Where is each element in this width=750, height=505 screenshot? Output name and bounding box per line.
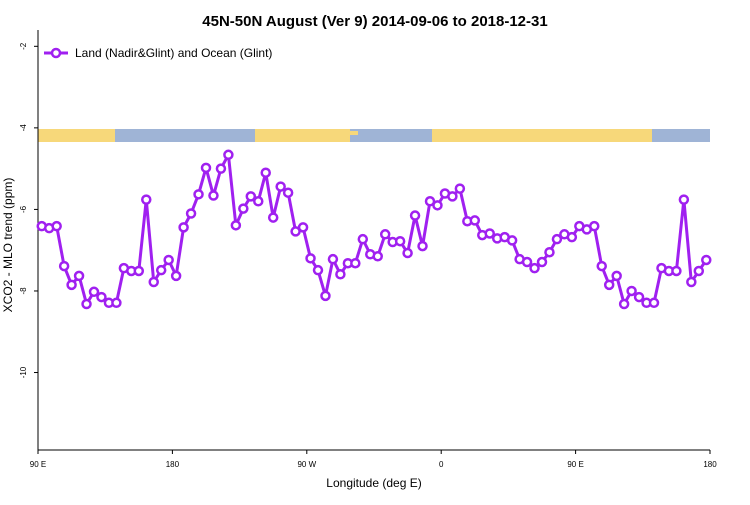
- data-point: [506, 235, 518, 246]
- data-point: [253, 196, 264, 207]
- data-point: [215, 163, 227, 174]
- data-point: [73, 270, 85, 282]
- legend-label: Land (Nadir&Glint) and Ocean (Glint): [75, 46, 272, 60]
- data-point: [267, 212, 279, 223]
- y-tick-label: -8: [19, 287, 28, 295]
- data-point: [484, 228, 495, 239]
- y-tick-label: -2: [19, 42, 28, 50]
- x-tick-label: 90 W: [297, 460, 316, 469]
- data-point: [111, 297, 122, 309]
- data-point: [275, 181, 286, 192]
- data-point: [678, 194, 690, 205]
- data-point: [447, 191, 458, 202]
- y-tick-label: -6: [19, 205, 28, 213]
- data-point: [163, 254, 174, 266]
- data-point: [88, 286, 100, 298]
- data-point: [603, 279, 615, 291]
- data-point: [327, 253, 339, 265]
- legend-marker: [50, 47, 62, 59]
- data-point: [238, 203, 249, 214]
- data-point: [141, 194, 152, 205]
- data-point: [148, 276, 159, 288]
- data-point: [686, 276, 697, 288]
- data-point: [335, 269, 346, 280]
- data-point: [170, 270, 182, 282]
- data-point: [320, 290, 331, 302]
- data-point: [611, 270, 622, 282]
- data-point: [208, 190, 219, 201]
- data-point: [521, 256, 533, 268]
- data-point: [58, 260, 70, 272]
- data-point: [193, 189, 204, 200]
- data-point: [200, 162, 212, 174]
- data-point: [305, 253, 316, 264]
- data-point: [290, 226, 301, 237]
- data-point: [409, 210, 421, 221]
- data-point: [626, 285, 637, 297]
- data-point: [357, 233, 369, 245]
- data-point: [633, 291, 645, 303]
- data-point: [701, 254, 712, 266]
- data-point: [51, 220, 62, 232]
- data-point: [155, 264, 167, 276]
- data-point: [96, 291, 107, 303]
- data-point: [350, 257, 361, 269]
- x-tick-label: 0: [439, 460, 444, 469]
- data-point: [529, 262, 540, 274]
- data-point: [185, 208, 197, 219]
- data-point: [312, 264, 324, 276]
- data-point: [536, 256, 548, 268]
- data-point: [245, 191, 257, 202]
- x-axis-label: Longitude (deg E): [326, 476, 421, 490]
- data-point: [297, 222, 309, 233]
- x-tick-label: 180: [703, 460, 717, 469]
- data-point: [66, 279, 77, 291]
- data-point: [618, 298, 630, 310]
- x-tick-label: 180: [166, 460, 180, 469]
- data-point: [693, 265, 705, 277]
- data-point: [260, 167, 271, 178]
- data-point: [223, 149, 234, 161]
- chart-title: 45N-50N August (Ver 9) 2014-09-06 to 201…: [202, 13, 547, 30]
- data-point: [424, 196, 436, 207]
- legend: Land (Nadir&Glint) and Ocean (Glint): [44, 46, 272, 60]
- data-point: [402, 247, 413, 259]
- x-tick-label: 90 E: [30, 460, 46, 469]
- data-point: [133, 265, 145, 277]
- data-point: [379, 229, 391, 240]
- x-tick-label: 90 E: [567, 460, 583, 469]
- data-point: [551, 233, 563, 245]
- data-point: [282, 187, 294, 198]
- data-point: [372, 251, 383, 262]
- data-point: [432, 200, 443, 211]
- y-axis-label: XCO2 - MLO trend (ppm): [1, 178, 15, 313]
- data-point: [544, 246, 555, 258]
- data-point: [81, 298, 92, 310]
- data-point: [648, 297, 660, 309]
- data-point: [589, 220, 600, 232]
- data-point: [417, 240, 428, 252]
- data-point: [566, 231, 578, 243]
- y-tick-label: -4: [19, 124, 28, 132]
- data-point: [394, 235, 406, 247]
- data-point: [454, 183, 466, 194]
- data-point: [671, 265, 682, 277]
- data-point: [178, 222, 189, 233]
- data-point: [230, 220, 242, 231]
- data-point: [596, 260, 607, 272]
- y-tick-label: -10: [19, 366, 28, 378]
- data-point: [469, 215, 481, 226]
- map-strip: [38, 129, 710, 142]
